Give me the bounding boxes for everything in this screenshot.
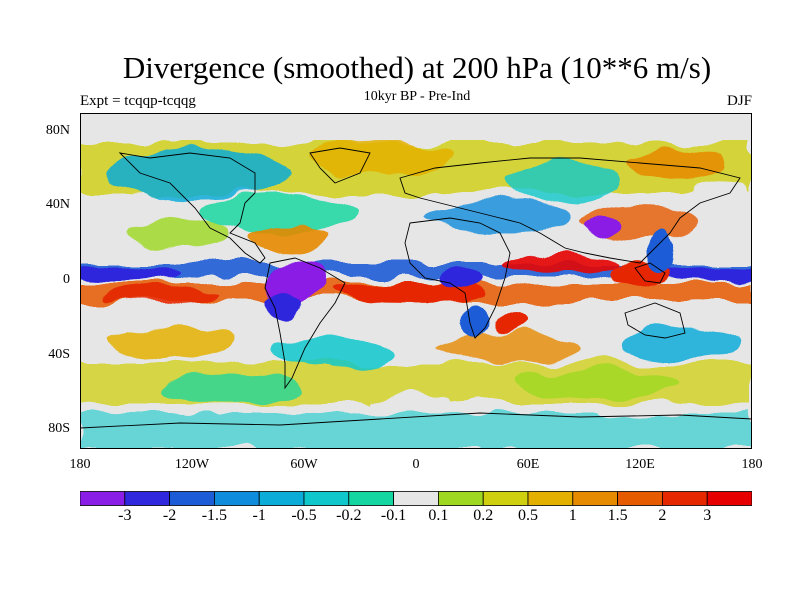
colorbar-swatch bbox=[348, 491, 394, 506]
colorbar-label: -0.1 bbox=[380, 507, 407, 524]
colorbar-swatch bbox=[213, 491, 260, 506]
colorbar-swatch bbox=[437, 491, 484, 506]
colorbar-swatch bbox=[527, 491, 574, 506]
colorbar-swatch bbox=[662, 491, 708, 506]
lon-label: 180 bbox=[69, 457, 91, 472]
colorbar-swatch bbox=[80, 491, 126, 506]
lon-label: 180 bbox=[741, 457, 763, 472]
colorbar-swatch bbox=[124, 491, 170, 506]
colorbar-swatch bbox=[706, 491, 752, 506]
map-frame bbox=[80, 113, 752, 449]
colorbar-label: 0.2 bbox=[473, 507, 494, 524]
colorbar-swatch bbox=[258, 491, 305, 506]
lon-label: 120W bbox=[174, 457, 210, 472]
coastlines bbox=[80, 147, 752, 429]
experiment-label: Expt = tcqqp-tcqqg bbox=[80, 93, 196, 109]
colorbar-swatch bbox=[169, 491, 215, 506]
lon-label: 60W bbox=[290, 457, 318, 472]
colorbar-label: 2 bbox=[658, 507, 667, 524]
chart-subtitle: 10kyr BP - Pre-Ind bbox=[363, 89, 471, 104]
lat-label: 80N bbox=[45, 122, 70, 138]
lat-label: 40N bbox=[45, 197, 70, 213]
colorbar-label: 3 bbox=[703, 507, 712, 524]
colorbar-label: 0.1 bbox=[428, 507, 449, 524]
colorbar-label: -2 bbox=[162, 507, 177, 524]
colorbar-label: 1 bbox=[568, 507, 577, 524]
colorbar-label: -1.5 bbox=[201, 507, 228, 524]
colorbar-label: -0.2 bbox=[336, 507, 362, 524]
lon-label: 120E bbox=[625, 457, 655, 472]
divergence-map bbox=[80, 113, 752, 449]
colorbar-swatch bbox=[572, 491, 618, 506]
colorbar-swatch bbox=[482, 491, 529, 506]
lon-label: 60E bbox=[516, 457, 540, 472]
colorbar-swatch bbox=[617, 491, 663, 506]
divergence-field bbox=[80, 140, 752, 449]
colorbar-swatch bbox=[393, 491, 439, 506]
lat-label: 80S bbox=[48, 421, 70, 437]
colorbar-label: 1.5 bbox=[607, 507, 628, 524]
colorbar-label: -3 bbox=[118, 507, 132, 524]
colorbar bbox=[80, 491, 752, 506]
lat-label: 40S bbox=[48, 346, 70, 362]
lon-label: 0 bbox=[412, 457, 420, 472]
lat-label: 0 bbox=[63, 272, 70, 287]
colorbar-label: -1 bbox=[252, 507, 266, 524]
colorbar-label: 0.5 bbox=[518, 507, 538, 524]
season-label: DJF bbox=[726, 93, 752, 109]
chart-title: Divergence (smoothed) at 200 hPa (10**6 … bbox=[122, 50, 712, 85]
colorbar-swatch bbox=[303, 491, 350, 506]
colorbar-label: -0.5 bbox=[291, 507, 317, 524]
